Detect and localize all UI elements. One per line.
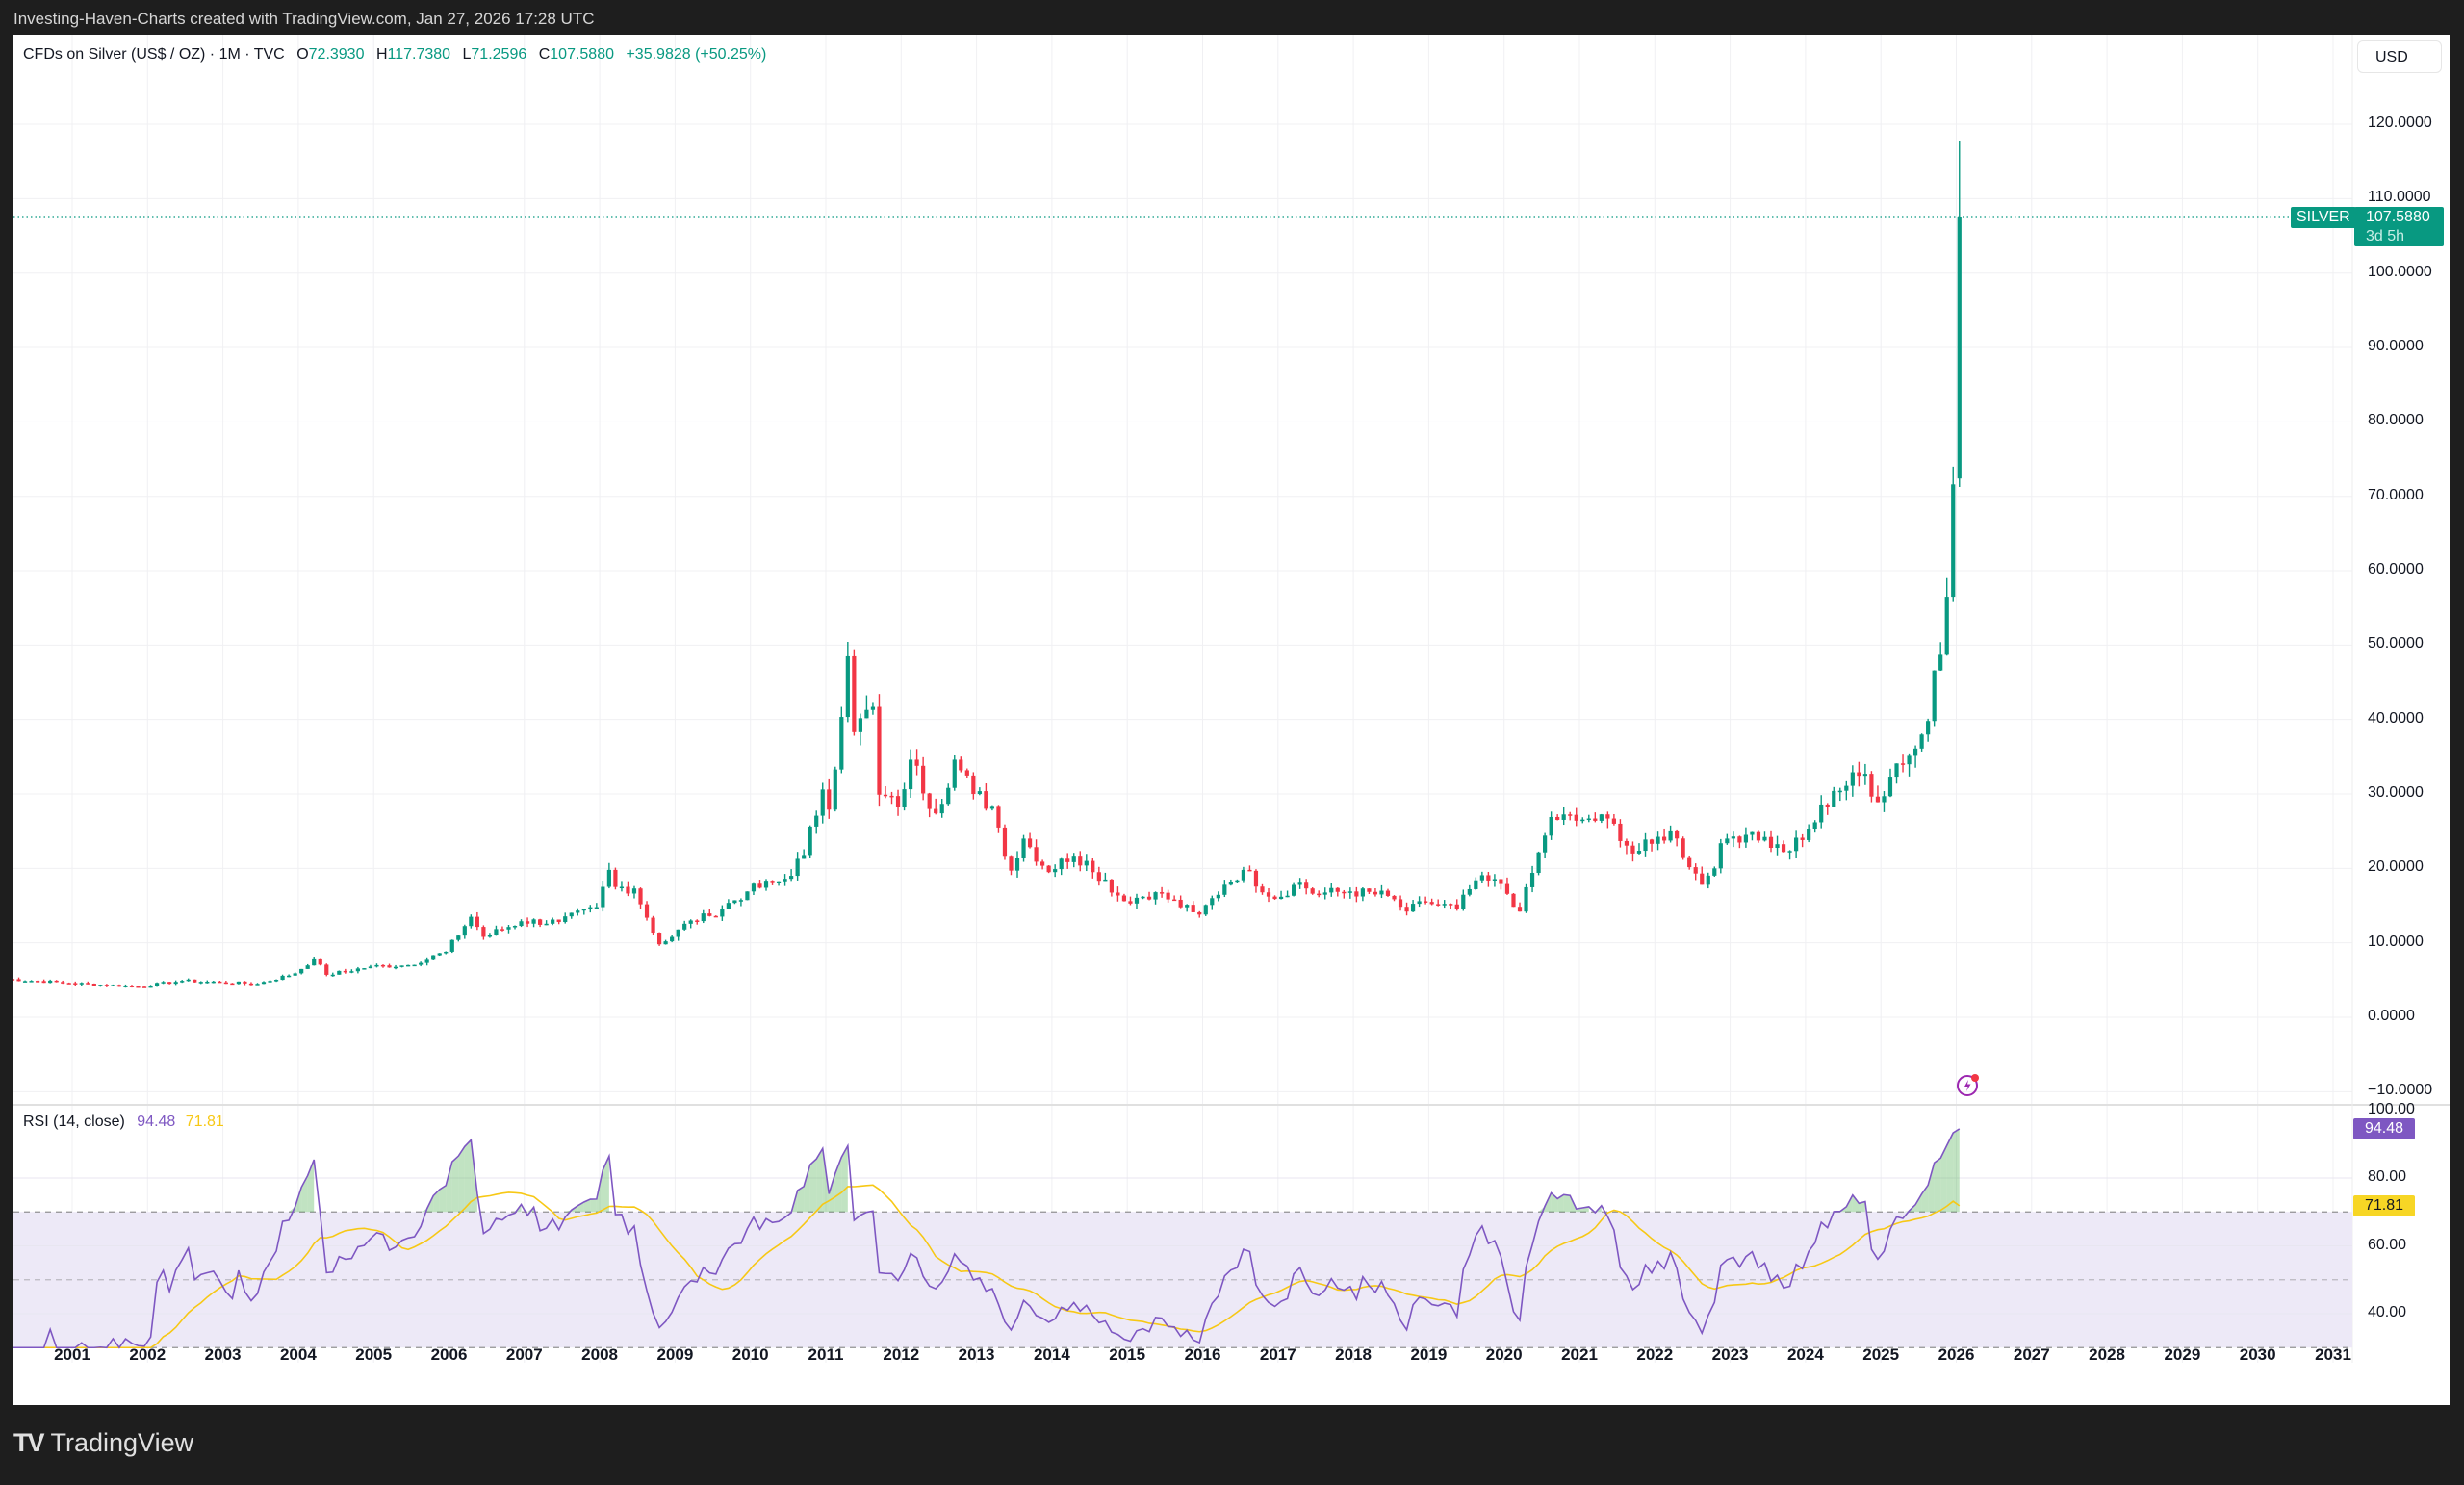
price-tick: 0.0000 xyxy=(2368,1008,2415,1024)
time-tick: 2015 xyxy=(1109,1345,1146,1364)
time-tick: 2002 xyxy=(129,1345,167,1364)
time-tick: 2017 xyxy=(1259,1345,1296,1364)
time-tick: 2013 xyxy=(958,1345,995,1364)
time-tick: 2031 xyxy=(2315,1345,2351,1364)
tradingview-brand: TV TradingView xyxy=(13,1428,193,1458)
price-tick: 120.0000 xyxy=(2368,115,2432,132)
time-tick: 2021 xyxy=(1561,1345,1598,1364)
price-tick: 50.0000 xyxy=(2368,635,2424,653)
bar-countdown: 3d 5h xyxy=(2366,228,2405,244)
price-tick: −10.0000 xyxy=(2368,1082,2433,1099)
rsi-tick: 100.00 xyxy=(2368,1100,2415,1117)
time-tick: 2022 xyxy=(1636,1345,1674,1364)
time-tick: 2020 xyxy=(1485,1345,1523,1364)
chart-canvas[interactable] xyxy=(13,35,2450,1405)
rsi-title: RSI (14, close) xyxy=(23,1114,125,1130)
time-tick: 2014 xyxy=(1033,1345,1070,1364)
rsi-legend: RSI (14, close) 94.48 71.81 xyxy=(23,1114,224,1131)
open-value: 72.3930 xyxy=(308,46,365,63)
price-tick: 110.0000 xyxy=(2368,189,2431,206)
time-tick: 2004 xyxy=(279,1345,317,1364)
time-tick: 2024 xyxy=(1786,1345,1824,1364)
close-value: 107.5880 xyxy=(550,46,614,63)
symbol-legend: CFDs on Silver (US$ / OZ) · 1M · TVC O72… xyxy=(23,46,766,64)
price-tick: 40.0000 xyxy=(2368,709,2424,727)
high-value: 117.7380 xyxy=(387,46,451,63)
time-tick: 2012 xyxy=(883,1345,920,1364)
time-tick: 2006 xyxy=(430,1345,468,1364)
change-value: +35.9828 (+50.25%) xyxy=(626,46,767,63)
rsi-tick: 60.00 xyxy=(2368,1236,2407,1253)
time-tick: 2008 xyxy=(581,1345,619,1364)
symbol-title: CFDs on Silver (US$ / OZ) · 1M · TVC xyxy=(23,46,285,63)
time-tick: 2011 xyxy=(808,1345,844,1364)
last-price-tag: 107.5880 3d 5h xyxy=(2354,207,2444,246)
rsi-value-tag: 94.48 xyxy=(2353,1117,2415,1139)
time-tick: 2018 xyxy=(1335,1345,1373,1364)
time-tick: 2026 xyxy=(1938,1345,1975,1364)
rsi-ma-value: 71.81 xyxy=(185,1114,224,1130)
time-tick: 2030 xyxy=(2239,1345,2276,1364)
symbol-price-tag: SILVER xyxy=(2291,207,2356,228)
time-tick: 2028 xyxy=(2089,1345,2126,1364)
price-tick: 70.0000 xyxy=(2368,486,2424,503)
time-tick: 2019 xyxy=(1410,1345,1448,1364)
price-tick: 10.0000 xyxy=(2368,933,2424,950)
low-value: 71.2596 xyxy=(471,46,527,63)
time-tick: 2010 xyxy=(732,1345,769,1364)
low-label: L xyxy=(462,46,472,63)
price-tick: 30.0000 xyxy=(2368,784,2424,801)
time-tick: 2029 xyxy=(2164,1345,2201,1364)
time-tick: 2007 xyxy=(505,1345,543,1364)
time-tick: 2027 xyxy=(2013,1345,2050,1364)
rsi-value: 94.48 xyxy=(137,1114,176,1130)
price-tick: 60.0000 xyxy=(2368,561,2424,578)
open-label: O xyxy=(296,46,309,63)
price-tick: 80.0000 xyxy=(2368,412,2424,429)
tradingview-logo-icon: TV xyxy=(13,1428,44,1457)
chart-frame[interactable]: CFDs on Silver (US$ / OZ) · 1M · TVC O72… xyxy=(13,35,2450,1405)
time-tick: 2005 xyxy=(355,1345,393,1364)
brand-name: TradingView xyxy=(50,1428,194,1457)
time-tick: 2016 xyxy=(1184,1345,1221,1364)
high-label: H xyxy=(375,46,388,63)
price-tick: 100.0000 xyxy=(2368,263,2432,280)
lightning-alert-icon[interactable] xyxy=(1956,1072,1981,1097)
last-price-value: 107.5880 xyxy=(2366,209,2430,225)
close-label: C xyxy=(538,46,551,63)
rsi-tick: 80.00 xyxy=(2368,1168,2407,1185)
currency-button[interactable]: USD xyxy=(2357,40,2442,73)
rsi-ma-value-tag: 71.81 xyxy=(2353,1194,2415,1216)
time-tick: 2001 xyxy=(54,1345,90,1364)
chart-attribution: Investing-Haven-Charts created with Trad… xyxy=(13,10,595,28)
time-tick: 2009 xyxy=(656,1345,694,1364)
time-tick: 2003 xyxy=(204,1345,242,1364)
time-tick: 2023 xyxy=(1711,1345,1749,1364)
price-tick: 20.0000 xyxy=(2368,858,2424,876)
time-tick: 2025 xyxy=(1862,1345,1900,1364)
rsi-tick: 40.00 xyxy=(2368,1304,2407,1320)
price-tick: 90.0000 xyxy=(2368,338,2424,355)
